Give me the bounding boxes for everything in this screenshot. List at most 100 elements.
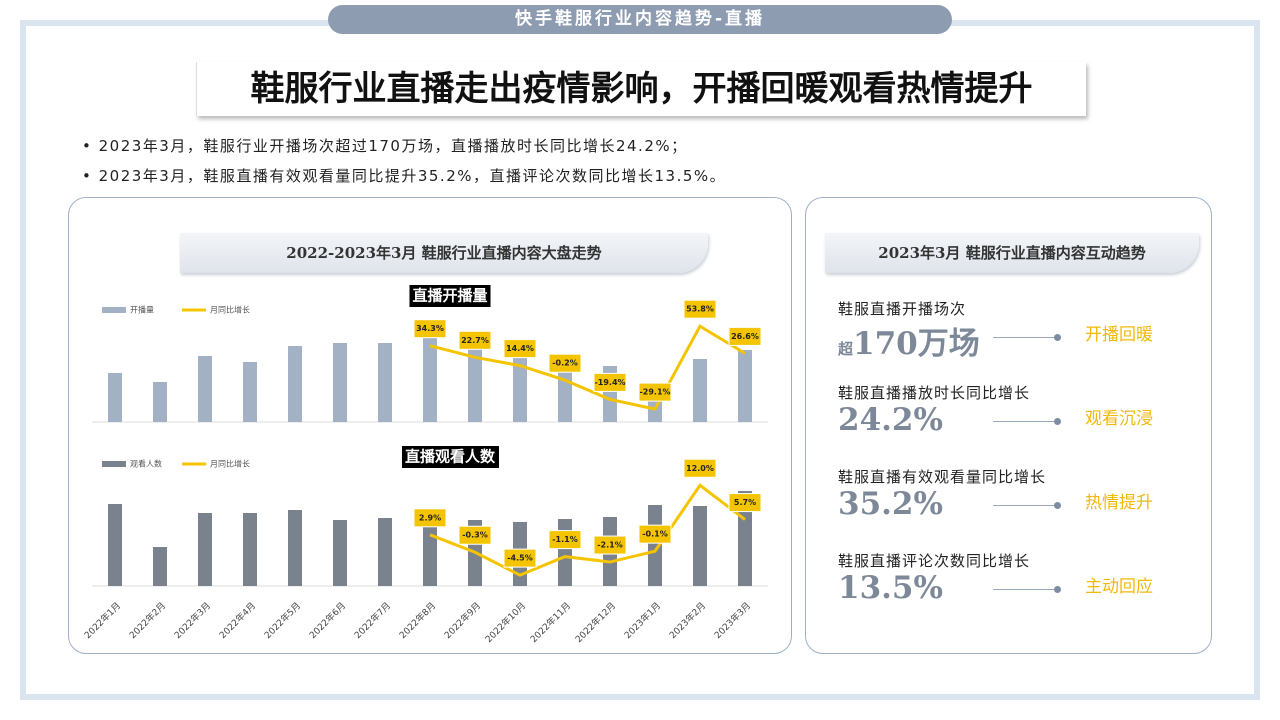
data-label: -19.4% — [594, 378, 625, 387]
panel-title: 2022-2023年3月 鞋服行业直播内容大盘走势 — [180, 233, 708, 273]
bar — [423, 325, 437, 422]
x-tick-label: 2023年3月 — [712, 600, 753, 641]
bullet: 2023年3月，鞋服直播有效观看量同比提升35.2%，直播评论次数同比增长13.… — [82, 165, 726, 186]
data-label-bg — [503, 548, 537, 568]
data-label-bg — [413, 319, 447, 339]
bar — [333, 520, 347, 586]
bar — [288, 510, 302, 586]
connector — [993, 418, 1061, 425]
bar — [558, 519, 572, 586]
x-tick-label: 2022年1月 — [82, 600, 123, 641]
legend-label: 观看人数 — [130, 459, 162, 469]
value-text: 35.2% — [838, 486, 943, 522]
bar — [378, 343, 392, 422]
bar — [198, 513, 212, 586]
bar — [198, 356, 212, 422]
panel-title: 2023年3月 鞋服行业直播内容互动趋势 — [825, 233, 1199, 273]
data-label-bg — [593, 535, 627, 555]
x-tick-label: 2022年2月 — [127, 600, 168, 641]
item-label: 鞋服直播开播场次 — [838, 300, 967, 318]
right-panel — [805, 197, 1212, 654]
data-label: -0.1% — [642, 530, 668, 539]
bar — [108, 373, 122, 422]
legend-swatch — [102, 461, 126, 467]
data-label: 26.6% — [731, 332, 759, 341]
x-tick-label: 2022年7月 — [352, 600, 393, 641]
data-label: -0.3% — [462, 531, 488, 540]
x-tick-label: 2022年5月 — [262, 600, 303, 641]
chart-subtitle: 直播开播量 — [412, 287, 487, 305]
line — [429, 483, 746, 577]
x-tick-label: 2022年3月 — [172, 600, 213, 641]
item-tag: 热情提升 — [1085, 493, 1153, 513]
banner: 快手鞋服行业内容趋势-直播 — [328, 5, 952, 34]
data-label-bg — [458, 330, 492, 350]
item-tag: 开播回暖 — [1085, 325, 1153, 345]
line — [429, 324, 746, 411]
data-label: -29.1% — [639, 388, 670, 397]
bar — [558, 357, 572, 422]
value-prefix: 超 — [838, 340, 854, 358]
bar — [693, 359, 707, 422]
data-label-bg — [458, 525, 492, 545]
data-label-bg — [638, 382, 672, 402]
bar — [288, 346, 302, 422]
item-label: 鞋服直播有效观看量同比增长 — [838, 468, 1047, 486]
slide-title: 鞋服行业直播走出疫情影响，开播回暖观看热情提升 — [196, 62, 1086, 116]
x-tick-label: 2022年10月 — [483, 600, 529, 646]
x-tick-label: 2023年1月 — [622, 600, 663, 641]
bar — [333, 343, 347, 422]
data-label: 5.7% — [734, 498, 756, 507]
data-label-bg — [683, 458, 717, 478]
bar — [468, 340, 482, 422]
connector — [993, 334, 1061, 341]
data-label-bg — [683, 299, 717, 319]
bar — [378, 518, 392, 586]
data-label-bg — [503, 339, 537, 359]
x-tick-label: 2022年4月 — [217, 600, 258, 641]
bar — [108, 504, 122, 586]
legend-label: 开播量 — [130, 305, 154, 315]
data-label: -1.1% — [552, 535, 578, 544]
legend-swatch — [102, 307, 126, 313]
data-label: 34.3% — [416, 324, 444, 333]
data-label-bg — [548, 353, 582, 373]
item-label: 鞋服直播播放时长同比增长 — [838, 384, 1031, 402]
legend-label: 月同比增长 — [210, 459, 250, 469]
x-tick-label: 2023年2月 — [667, 600, 708, 641]
data-label: -0.2% — [552, 359, 578, 368]
bar — [738, 491, 752, 586]
item-value: 35.2% — [838, 486, 943, 522]
data-label-bg — [548, 530, 582, 550]
data-label-bg — [728, 326, 762, 346]
bar — [243, 513, 257, 586]
data-label: -2.1% — [597, 541, 623, 550]
bar — [693, 506, 707, 586]
data-label: 53.8% — [686, 305, 714, 314]
x-tick-label: 2022年6月 — [307, 600, 348, 641]
x-tick-label: 2022年11月 — [528, 600, 574, 646]
x-tick-label: 2022年8月 — [397, 600, 438, 641]
chart-subtitle: 直播观看人数 — [405, 448, 496, 466]
bar — [243, 362, 257, 422]
data-label: 2.9% — [419, 513, 441, 522]
bullet: 2023年3月，鞋服行业开播场次超过170万场，直播播放时长同比增长24.2%； — [82, 135, 688, 156]
x-tick-label: 2022年9月 — [442, 600, 483, 641]
item-label: 鞋服直播评论次数同比增长 — [838, 552, 1031, 570]
data-label-bg — [593, 372, 627, 392]
data-label-bg — [413, 508, 447, 528]
bar — [738, 350, 752, 422]
data-label-bg — [728, 493, 762, 513]
data-label: 14.4% — [506, 344, 534, 353]
x-tick-label: 2022年12月 — [573, 600, 619, 646]
item-value: 超170万场 — [838, 318, 980, 363]
data-label-bg — [638, 524, 672, 544]
data-label: 22.7% — [461, 336, 489, 345]
bar — [513, 355, 527, 422]
legend-label: 月同比增长 — [210, 305, 250, 315]
subtitle-bg — [401, 446, 499, 468]
data-label: 12.0% — [686, 464, 714, 473]
value-text: 24.2% — [838, 402, 943, 438]
